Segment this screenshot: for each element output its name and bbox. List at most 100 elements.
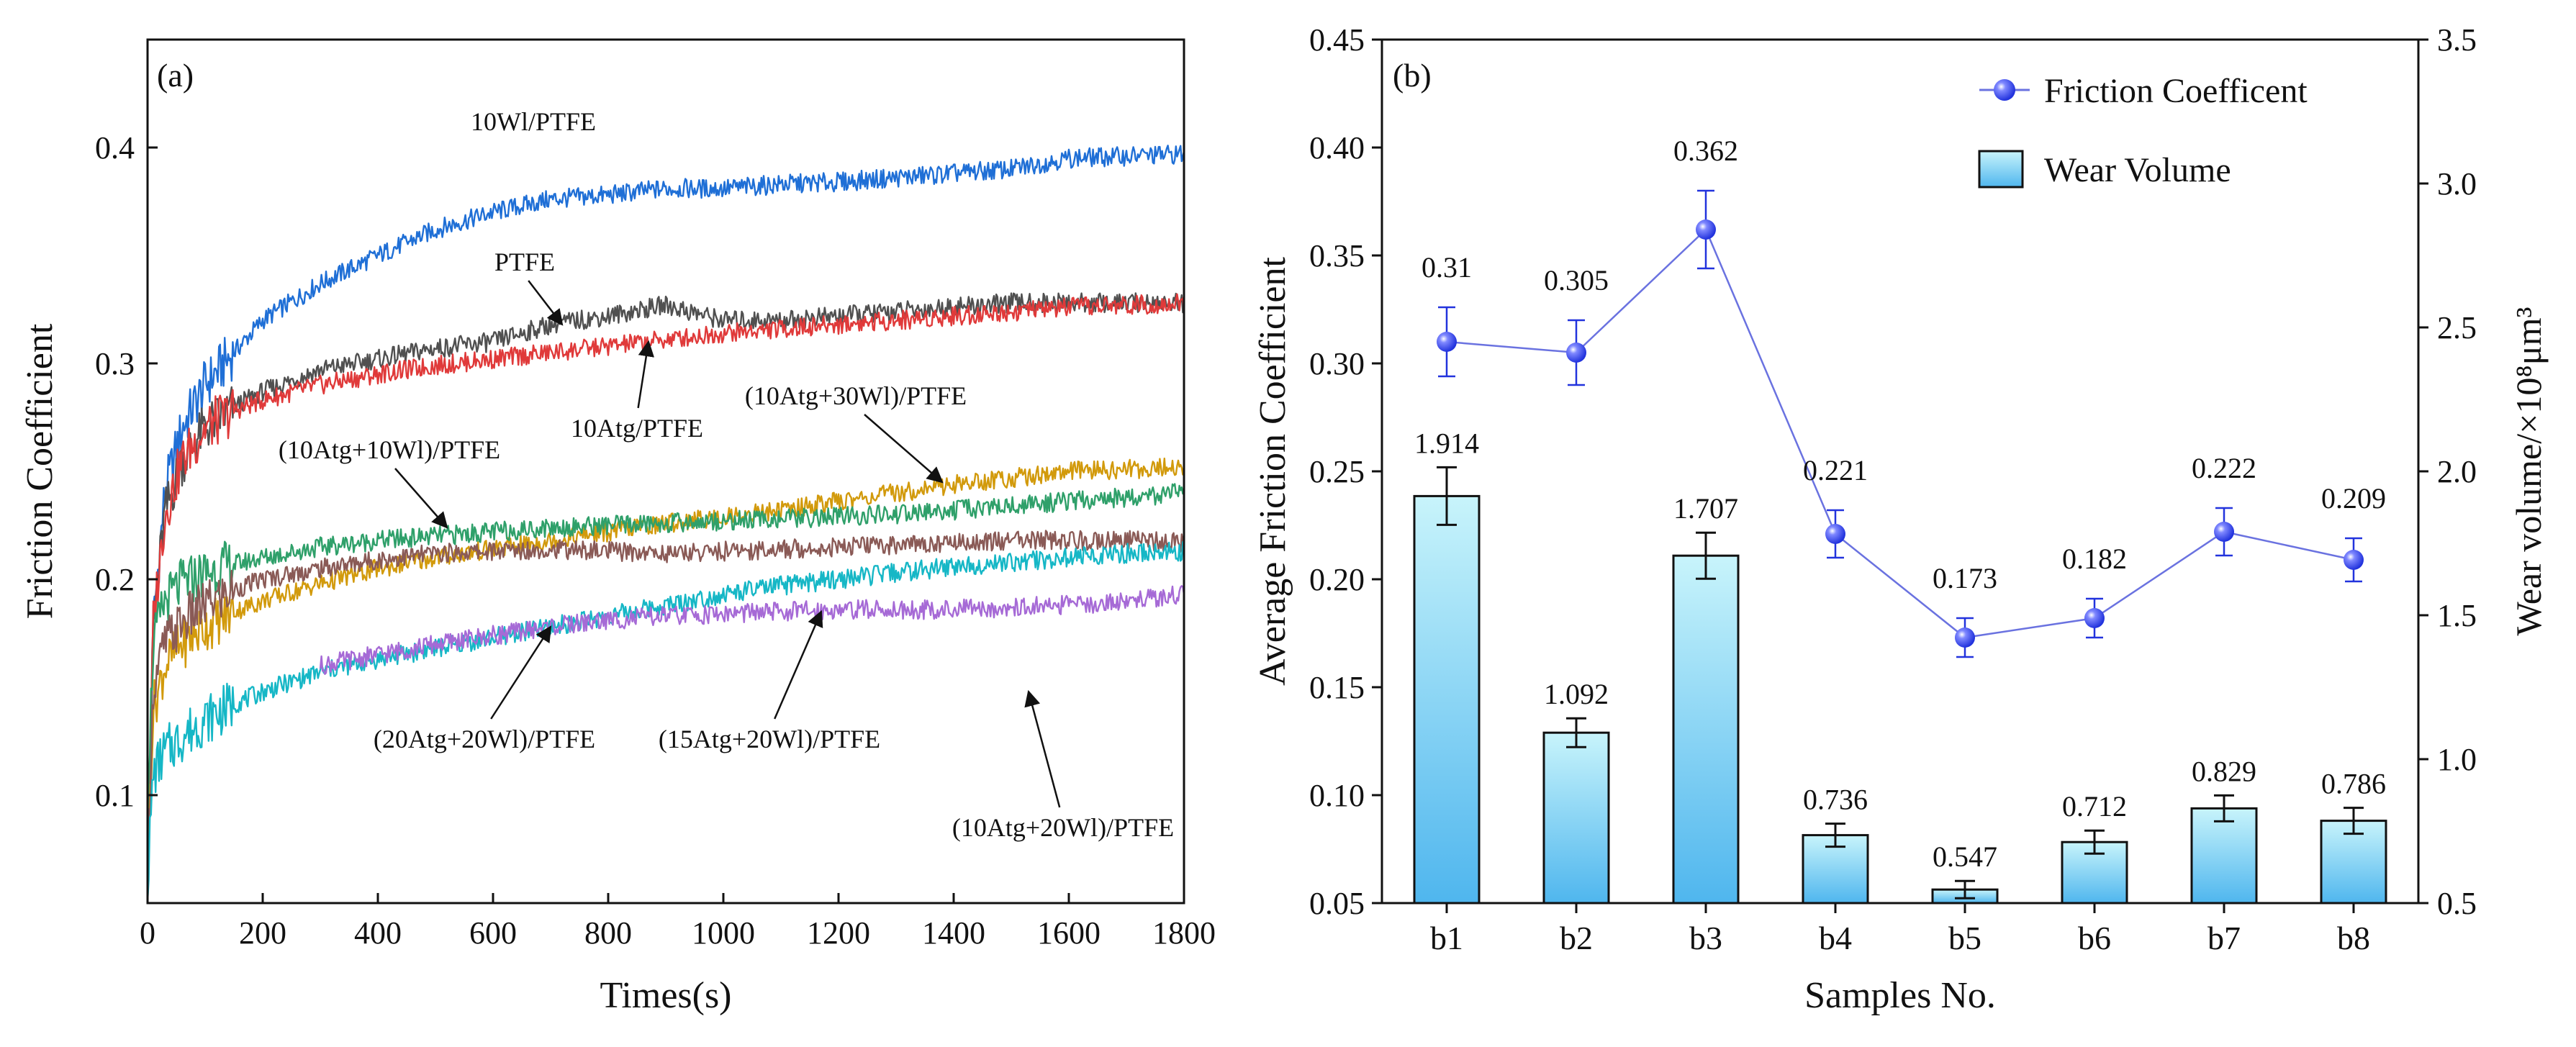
series-line-1 bbox=[148, 292, 1184, 903]
x-tick-label: 200 bbox=[239, 915, 286, 951]
x-tick-label: b3 bbox=[1689, 920, 1722, 956]
y-tick-label: 0.5 bbox=[2437, 886, 2477, 921]
legend-marker bbox=[1994, 79, 2015, 101]
annotation-label: 10Wl/PTFE bbox=[471, 107, 596, 136]
x-tick-label: 1200 bbox=[807, 915, 870, 951]
panel-b-wear-bars bbox=[1413, 466, 2387, 905]
friction-value-label: 0.362 bbox=[1673, 135, 1738, 167]
series-line-2 bbox=[148, 293, 1184, 894]
y-tick-label: 0.40 bbox=[1309, 130, 1365, 166]
annotation-arrow bbox=[1024, 689, 1061, 808]
x-tick-label: b4 bbox=[1819, 920, 1852, 956]
annotation-arrow bbox=[637, 340, 654, 409]
x-tick-label: 1000 bbox=[692, 915, 755, 951]
x-tick-label: 0 bbox=[140, 915, 155, 951]
panel-b-friction-line bbox=[1437, 189, 2364, 658]
wear-value-label: 0.736 bbox=[1803, 784, 1868, 816]
friction-value-label: 0.221 bbox=[1803, 454, 1868, 486]
wear-value-label: 0.547 bbox=[1933, 840, 1997, 873]
wear-value-label: 1.707 bbox=[1673, 492, 1738, 525]
x-tick-label: 1600 bbox=[1037, 915, 1101, 951]
friction-line bbox=[1446, 227, 2354, 639]
friction-point-b4 bbox=[1825, 524, 1845, 544]
x-tick-label: b6 bbox=[2078, 920, 2111, 956]
y-tick-label: 0.20 bbox=[1309, 562, 1365, 597]
x-tick-label: 1400 bbox=[922, 915, 985, 951]
friction-point-b6 bbox=[2084, 608, 2105, 628]
friction-point-b5 bbox=[1955, 627, 1975, 648]
friction-point-b2 bbox=[1566, 343, 1586, 363]
y-tick-label: 0.25 bbox=[1309, 454, 1365, 489]
friction-value-label: 0.305 bbox=[1544, 264, 1609, 296]
y-tick-label: 0.3 bbox=[95, 346, 135, 381]
panel-b-x-axis: b1 b2 b3 b4 b5 b6 b7 b8 bbox=[1430, 903, 2370, 956]
y-tick-label: 1.0 bbox=[2437, 742, 2477, 777]
wear-bar-b3 bbox=[1672, 554, 1740, 905]
wear-value-label: 0.712 bbox=[2062, 790, 2127, 822]
annotation-arrow bbox=[774, 609, 823, 720]
panel-a-frame bbox=[146, 38, 1185, 905]
annotation-label: (10Atg+30Wl)/PTFE bbox=[745, 381, 967, 410]
panel-b-value-labels: 1.914 1.092 1.707 0.736 0.547 0.712 0.829 0.786… bbox=[1414, 135, 2386, 873]
wear-bar-b2 bbox=[1542, 731, 1610, 905]
panel-a-label: (a) bbox=[157, 57, 194, 94]
panel-b: 1.914 1.092 1.707 0.736 0.547 0.712 0.829 0.786… bbox=[1252, 22, 2549, 1016]
series-line-4 bbox=[148, 483, 1184, 819]
y-tick-label: 0.35 bbox=[1309, 238, 1365, 273]
annotation-label: 10Atg/PTFE bbox=[571, 414, 703, 443]
wear-value-label: 1.092 bbox=[1544, 678, 1609, 710]
panel-a-x-axis: 0 200 400 600 800 1000 1200 1400 1600 1800 bbox=[140, 893, 1216, 951]
friction-point-b3 bbox=[1696, 219, 1716, 240]
panel-a-y-label: Friction Coefficient bbox=[19, 323, 60, 619]
panel-b-right-y-axis: 0.5 1.0 1.5 2.0 2.5 3.0 3.5 bbox=[2418, 22, 2477, 921]
x-tick-label: 1800 bbox=[1152, 915, 1216, 951]
series-line-3 bbox=[148, 457, 1184, 853]
x-tick-label: b5 bbox=[1948, 920, 1981, 956]
y-tick-label: 0.30 bbox=[1309, 346, 1365, 381]
wear-value-label: 0.786 bbox=[2321, 768, 2386, 800]
y-tick-label: 1.5 bbox=[2437, 598, 2477, 633]
friction-value-label: 0.222 bbox=[2192, 452, 2256, 484]
panel-b-legend: Friction Coefficent Wear Volume bbox=[1978, 72, 2308, 189]
y-tick-label: 3.0 bbox=[2437, 166, 2477, 201]
annotation-arrow bbox=[528, 280, 564, 326]
x-tick-label: 600 bbox=[469, 915, 517, 951]
panel-b-right-y-label: Wear volume/×10⁸μm³ bbox=[2508, 307, 2549, 636]
legend-wear-label: Wear Volume bbox=[2044, 151, 2231, 189]
y-tick-label: 3.5 bbox=[2437, 22, 2477, 58]
friction-point-b8 bbox=[2344, 550, 2364, 570]
legend-bar-swatch bbox=[1978, 150, 2024, 189]
x-tick-label: 400 bbox=[354, 915, 402, 951]
y-tick-label: 0.05 bbox=[1309, 886, 1365, 921]
y-tick-label: 2.0 bbox=[2437, 454, 2477, 489]
panel-a-annotations: 10Wl/PTFE PTFE 10Atg/PTFE (10Atg+30Wl)/PTFE… bbox=[279, 107, 1174, 842]
legend-friction-label: Friction Coefficent bbox=[2044, 72, 2308, 110]
series-line-6 bbox=[148, 540, 1184, 902]
friction-point-b7 bbox=[2214, 522, 2234, 542]
panel-a: 0 200 400 600 800 1000 1200 1400 1600 1800 0.1 0.2… bbox=[19, 38, 1216, 1016]
annotation-label: (15Atg+20Wl)/PTFE bbox=[659, 725, 880, 753]
x-tick-label: b8 bbox=[2337, 920, 2370, 956]
wear-bar-b7 bbox=[2190, 807, 2258, 905]
panel-b-left-y-axis: 0.05 0.10 0.15 0.20 0.25 0.30 0.35 0.40 0.45 bbox=[1309, 22, 1382, 921]
friction-value-label: 0.182 bbox=[2062, 543, 2127, 575]
series-line-5 bbox=[148, 530, 1184, 835]
y-tick-label: 2.5 bbox=[2437, 310, 2477, 345]
x-tick-label: 800 bbox=[584, 915, 632, 951]
annotation-label: (20Atg+20Wl)/PTFE bbox=[374, 725, 595, 753]
y-tick-label: 0.1 bbox=[95, 778, 135, 813]
annotation-arrow bbox=[864, 414, 944, 484]
wear-value-label: 0.829 bbox=[2192, 755, 2256, 787]
x-tick-label: b2 bbox=[1560, 920, 1593, 956]
x-tick-label: b7 bbox=[2207, 920, 2241, 956]
annotation-arrow bbox=[490, 625, 552, 720]
annotation-label: PTFE bbox=[494, 248, 555, 276]
y-tick-label: 0.15 bbox=[1309, 670, 1365, 705]
annotation-label: (10Atg+10Wl)/PTFE bbox=[279, 435, 500, 464]
friction-point-b1 bbox=[1437, 332, 1457, 352]
panel-a-y-axis: 0.1 0.2 0.3 0.4 bbox=[95, 130, 158, 813]
friction-value-label: 0.209 bbox=[2321, 482, 2386, 515]
wear-bar-b1 bbox=[1413, 494, 1481, 905]
friction-value-label: 0.173 bbox=[1933, 562, 1997, 594]
